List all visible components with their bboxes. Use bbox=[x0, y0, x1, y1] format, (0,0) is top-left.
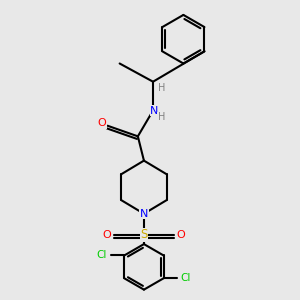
Text: O: O bbox=[103, 230, 111, 240]
Text: Cl: Cl bbox=[181, 273, 191, 283]
Text: Cl: Cl bbox=[97, 250, 107, 260]
Text: S: S bbox=[140, 229, 148, 242]
Text: H: H bbox=[158, 112, 165, 122]
Text: H: H bbox=[158, 83, 165, 93]
Text: N: N bbox=[140, 209, 148, 219]
Text: O: O bbox=[177, 230, 185, 240]
Text: O: O bbox=[98, 118, 106, 128]
Text: N: N bbox=[150, 106, 159, 116]
